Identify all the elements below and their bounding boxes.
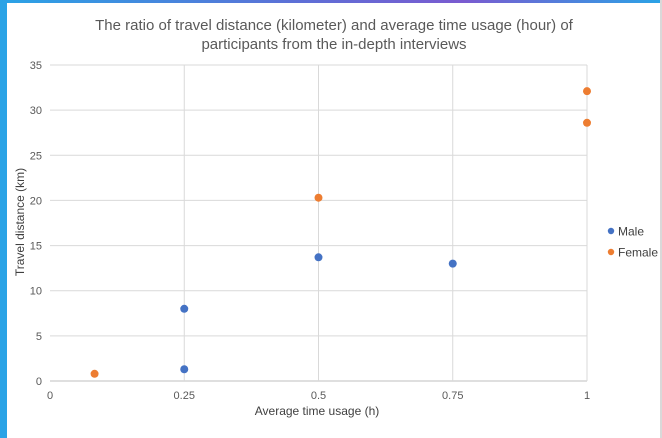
grid-lines xyxy=(50,64,588,382)
axis-ticks: 0 5 10 15 20 25 30 35 0 0.25 0.5 0.75 1 xyxy=(30,60,590,402)
y-axis-label: Travel distance (km) xyxy=(13,168,27,276)
data-point-male xyxy=(314,253,323,262)
frame-top-accent xyxy=(0,0,662,3)
y-tick-label: 35 xyxy=(30,60,42,72)
data-points xyxy=(90,87,591,378)
legend: Male Female xyxy=(607,225,658,260)
data-point-female xyxy=(583,87,591,96)
x-tick-label: 1 xyxy=(584,390,590,402)
data-point-male xyxy=(180,365,189,374)
chart-title-line-2: participants from the in-depth interview… xyxy=(201,36,466,53)
legend-label-male: Male xyxy=(618,225,644,239)
y-tick-label: 15 xyxy=(30,241,42,253)
legend-marker-male xyxy=(607,227,615,235)
y-tick-label: 10 xyxy=(30,286,42,298)
x-tick-label: 0.25 xyxy=(174,390,195,402)
frame-left-accent xyxy=(0,0,7,438)
data-point-female xyxy=(314,193,323,202)
data-point-male xyxy=(180,304,189,313)
y-tick-label: 5 xyxy=(36,331,42,343)
legend-marker-female xyxy=(607,248,615,256)
legend-label-female: Female xyxy=(618,246,658,260)
y-tick-label: 25 xyxy=(30,150,42,162)
y-tick-label: 0 xyxy=(36,376,42,388)
x-tick-label: 0.75 xyxy=(442,390,463,402)
data-point-male xyxy=(448,259,457,268)
chart-title-line-1: The ratio of travel distance (kilometer)… xyxy=(95,17,574,34)
x-tick-label: 0.5 xyxy=(311,390,326,402)
data-point-female xyxy=(583,118,591,127)
x-axis-label: Average time usage (h) xyxy=(255,404,380,418)
data-point-female xyxy=(90,369,99,378)
y-tick-label: 20 xyxy=(30,195,42,207)
y-tick-label: 30 xyxy=(30,105,42,117)
frame-right-edge xyxy=(660,0,662,438)
x-tick-label: 0 xyxy=(47,390,53,402)
